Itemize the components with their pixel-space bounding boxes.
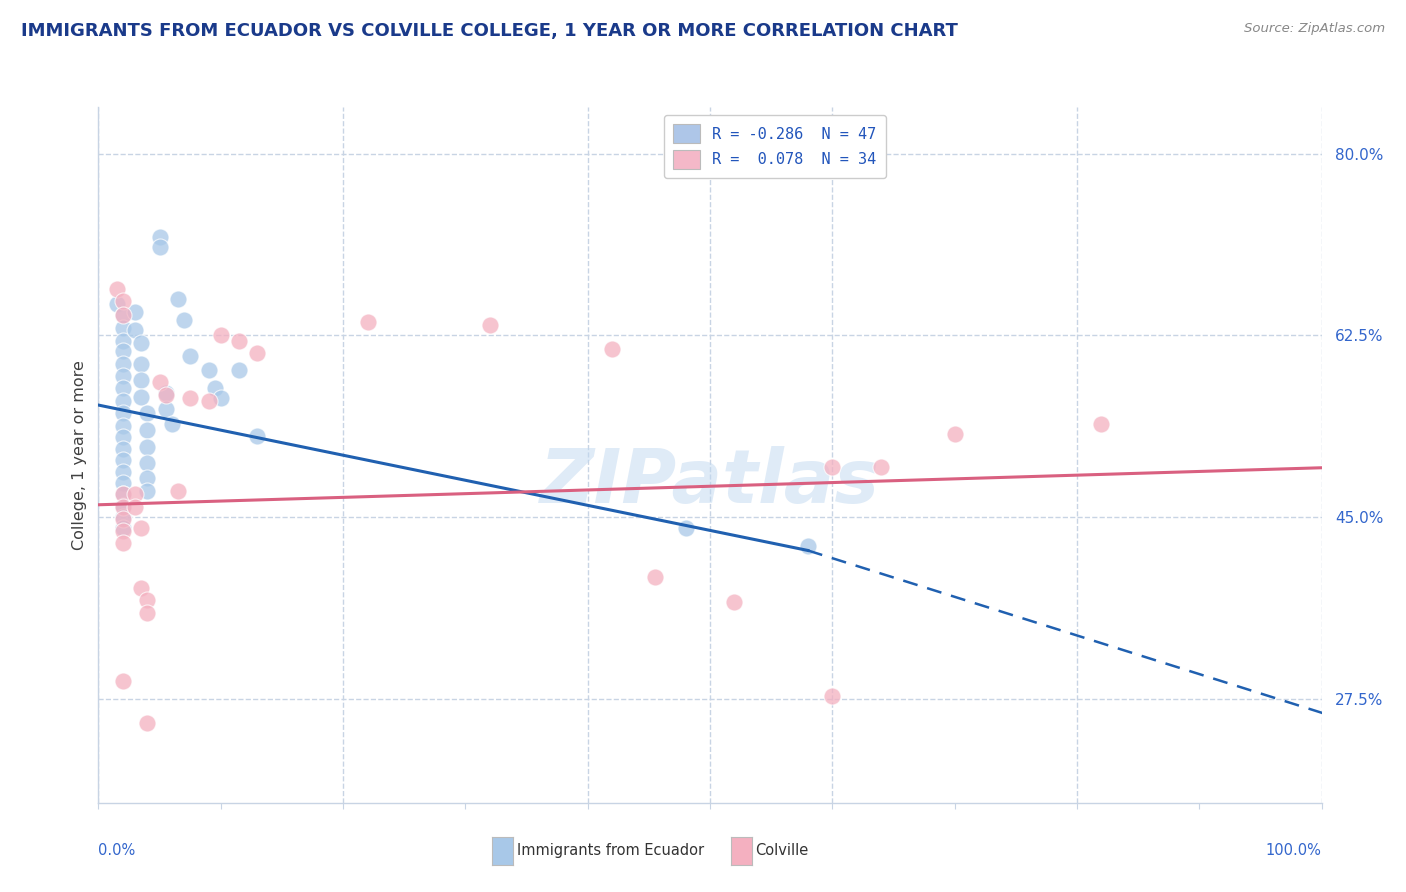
- Point: [155, 402, 177, 417]
- Point: [136, 606, 159, 620]
- Point: [129, 373, 152, 387]
- Point: [111, 524, 134, 538]
- Point: [167, 292, 190, 306]
- Point: [129, 390, 152, 404]
- Point: [124, 323, 146, 337]
- Point: [478, 318, 501, 332]
- Point: [644, 570, 666, 584]
- Point: [111, 475, 134, 490]
- Point: [136, 423, 159, 437]
- Text: Immigrants from Ecuador: Immigrants from Ecuador: [517, 843, 704, 858]
- Point: [111, 357, 134, 371]
- Point: [149, 376, 172, 390]
- Point: [111, 465, 134, 479]
- Point: [870, 460, 893, 475]
- Point: [111, 674, 134, 689]
- Point: [173, 313, 195, 327]
- Point: [111, 321, 134, 335]
- Point: [723, 595, 745, 609]
- Point: [943, 427, 966, 442]
- Text: ZIPatlas: ZIPatlas: [540, 446, 880, 519]
- Point: [204, 381, 226, 395]
- Point: [136, 715, 159, 730]
- Point: [111, 510, 134, 524]
- Point: [129, 335, 152, 350]
- Point: [209, 391, 232, 405]
- Point: [111, 499, 134, 513]
- Text: Colville: Colville: [755, 843, 808, 858]
- Point: [129, 357, 152, 371]
- Point: [136, 593, 159, 607]
- Point: [111, 520, 134, 534]
- Point: [155, 385, 177, 400]
- Text: Source: ZipAtlas.com: Source: ZipAtlas.com: [1244, 22, 1385, 36]
- Point: [111, 430, 134, 444]
- Point: [111, 453, 134, 467]
- Point: [111, 294, 134, 309]
- Point: [160, 417, 183, 431]
- Point: [111, 442, 134, 456]
- Point: [197, 393, 219, 408]
- Point: [111, 418, 134, 433]
- Point: [111, 393, 134, 408]
- Point: [105, 282, 128, 296]
- Text: 100.0%: 100.0%: [1265, 843, 1322, 858]
- Point: [179, 391, 201, 405]
- Point: [111, 500, 134, 514]
- Point: [111, 334, 134, 348]
- Point: [111, 406, 134, 420]
- Point: [136, 484, 159, 499]
- Text: IMMIGRANTS FROM ECUADOR VS COLVILLE COLLEGE, 1 YEAR OR MORE CORRELATION CHART: IMMIGRANTS FROM ECUADOR VS COLVILLE COLL…: [21, 22, 957, 40]
- Point: [1090, 417, 1112, 431]
- Point: [129, 520, 152, 534]
- Point: [124, 500, 146, 514]
- Point: [167, 484, 190, 499]
- Text: 0.0%: 0.0%: [98, 843, 135, 858]
- Point: [136, 456, 159, 470]
- Point: [821, 460, 844, 475]
- Point: [149, 230, 172, 244]
- Point: [149, 240, 172, 254]
- Point: [821, 689, 844, 703]
- Y-axis label: College, 1 year or more: College, 1 year or more: [72, 360, 87, 549]
- Point: [124, 304, 146, 318]
- Point: [600, 342, 623, 356]
- Point: [111, 369, 134, 384]
- Point: [105, 297, 128, 311]
- Point: [228, 334, 250, 348]
- Point: [675, 520, 697, 534]
- Point: [111, 344, 134, 359]
- Point: [136, 406, 159, 420]
- Point: [797, 539, 820, 553]
- Point: [155, 387, 177, 401]
- Point: [111, 308, 134, 322]
- Point: [111, 512, 134, 526]
- Legend: R = -0.286  N = 47, R =  0.078  N = 34: R = -0.286 N = 47, R = 0.078 N = 34: [664, 115, 886, 178]
- Point: [129, 581, 152, 595]
- Point: [111, 381, 134, 395]
- Point: [228, 363, 250, 377]
- Point: [246, 346, 269, 360]
- Point: [136, 440, 159, 454]
- Point: [111, 487, 134, 501]
- Point: [197, 363, 219, 377]
- Point: [124, 487, 146, 501]
- Point: [111, 308, 134, 322]
- Point: [111, 536, 134, 550]
- Point: [246, 429, 269, 443]
- Point: [179, 349, 201, 363]
- Point: [209, 328, 232, 343]
- Point: [356, 315, 378, 329]
- Point: [136, 471, 159, 485]
- Point: [111, 487, 134, 501]
